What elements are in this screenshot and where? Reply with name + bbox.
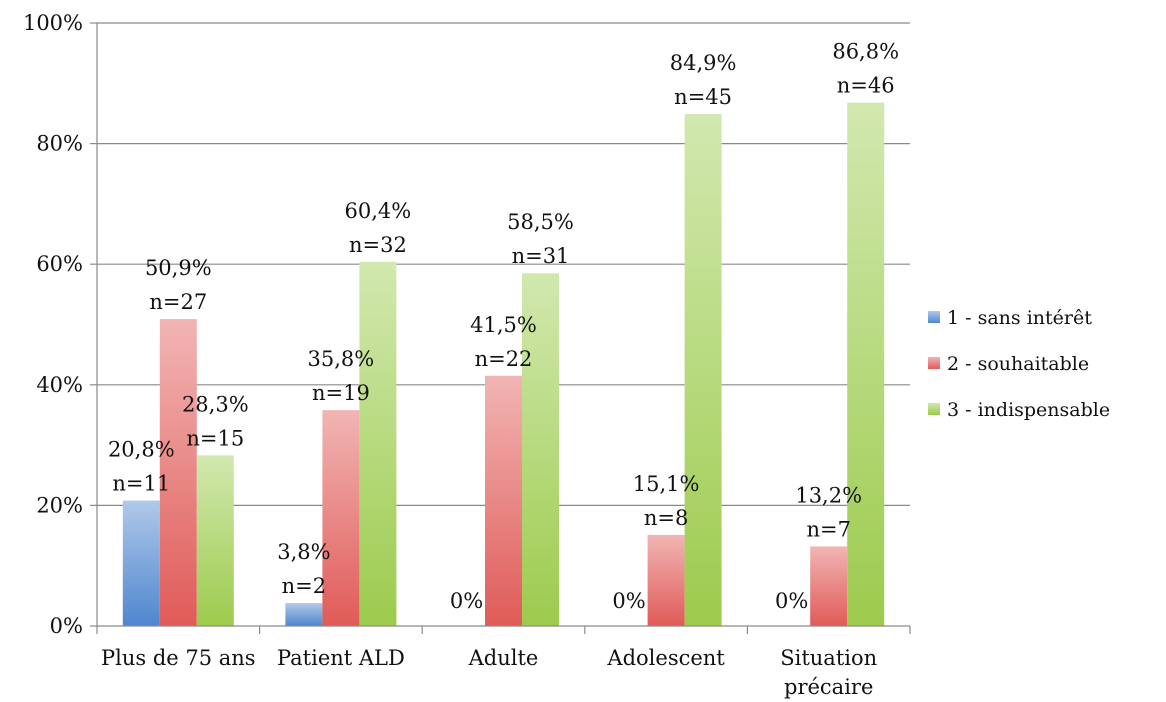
- data-label: 20,8%: [108, 438, 175, 462]
- data-label: 35,8%: [308, 347, 375, 371]
- y-tick-label: 100%: [23, 11, 83, 35]
- bar: [322, 410, 359, 626]
- legend-label: 1 - sans intérêt: [947, 307, 1092, 329]
- category-label: Patient ALD: [277, 646, 405, 670]
- data-label: 3,8%: [277, 540, 330, 564]
- data-label: 13,2%: [795, 483, 862, 507]
- data-label: 28,3%: [182, 392, 249, 416]
- y-tick-label: 80%: [36, 132, 83, 156]
- data-label: n=45: [674, 85, 732, 109]
- data-label: n=15: [186, 426, 244, 450]
- bar: [847, 103, 884, 626]
- bar: [685, 114, 722, 626]
- data-label: 86,8%: [832, 40, 899, 64]
- bar: [285, 603, 322, 626]
- legend-label: 3 - indispensable: [947, 399, 1110, 421]
- category-label: Situation: [780, 646, 877, 670]
- data-label: n=7: [806, 517, 850, 541]
- data-label: n=22: [475, 347, 533, 371]
- category-label: précaire: [784, 675, 873, 699]
- data-label: n=11: [112, 472, 170, 496]
- data-label: 84,9%: [670, 51, 737, 75]
- y-tick-label: 0%: [50, 614, 83, 638]
- data-label: 41,5%: [470, 313, 537, 337]
- data-label: 58,5%: [507, 210, 574, 234]
- category-label: Plus de 75 ans: [101, 646, 256, 670]
- category-label: Adolescent: [606, 646, 725, 670]
- bar: [123, 501, 160, 626]
- category-labels: Plus de 75 ans Patient ALD Adulte Adolescen…: [101, 646, 877, 699]
- data-label: n=8: [644, 506, 688, 530]
- y-tick-label: 60%: [36, 252, 83, 276]
- bar: [810, 546, 847, 626]
- data-label: n=32: [349, 233, 407, 257]
- bar: [648, 535, 685, 626]
- bar: [359, 262, 396, 626]
- data-label: n=2: [282, 574, 326, 598]
- data-label: n=31: [512, 244, 570, 268]
- data-label: n=27: [149, 290, 207, 314]
- y-tick-label: 40%: [36, 373, 83, 397]
- category-label: Adulte: [468, 646, 539, 670]
- bar: [485, 376, 522, 626]
- data-label: 50,9%: [145, 256, 212, 280]
- legend-swatch: [928, 357, 940, 369]
- data-label: 15,1%: [633, 472, 700, 496]
- bar: [197, 455, 234, 626]
- legend-label: 2 - souhaitable: [947, 353, 1089, 375]
- y-tick-label: 20%: [36, 493, 83, 517]
- data-label: 0%: [612, 589, 645, 613]
- y-tick-labels: 0% 20% 40% 60% 80% 100%: [23, 11, 83, 638]
- legend-swatch: [928, 311, 940, 323]
- data-label: 0%: [450, 589, 483, 613]
- data-label: n=19: [312, 381, 370, 405]
- data-label: 60,4%: [345, 199, 412, 223]
- legend-swatch: [928, 403, 940, 415]
- data-label: 0%: [775, 589, 808, 613]
- data-label: n=46: [837, 74, 895, 98]
- legend: 1 - sans intérêt 2 - souhaitable 3 - indis…: [928, 307, 1110, 421]
